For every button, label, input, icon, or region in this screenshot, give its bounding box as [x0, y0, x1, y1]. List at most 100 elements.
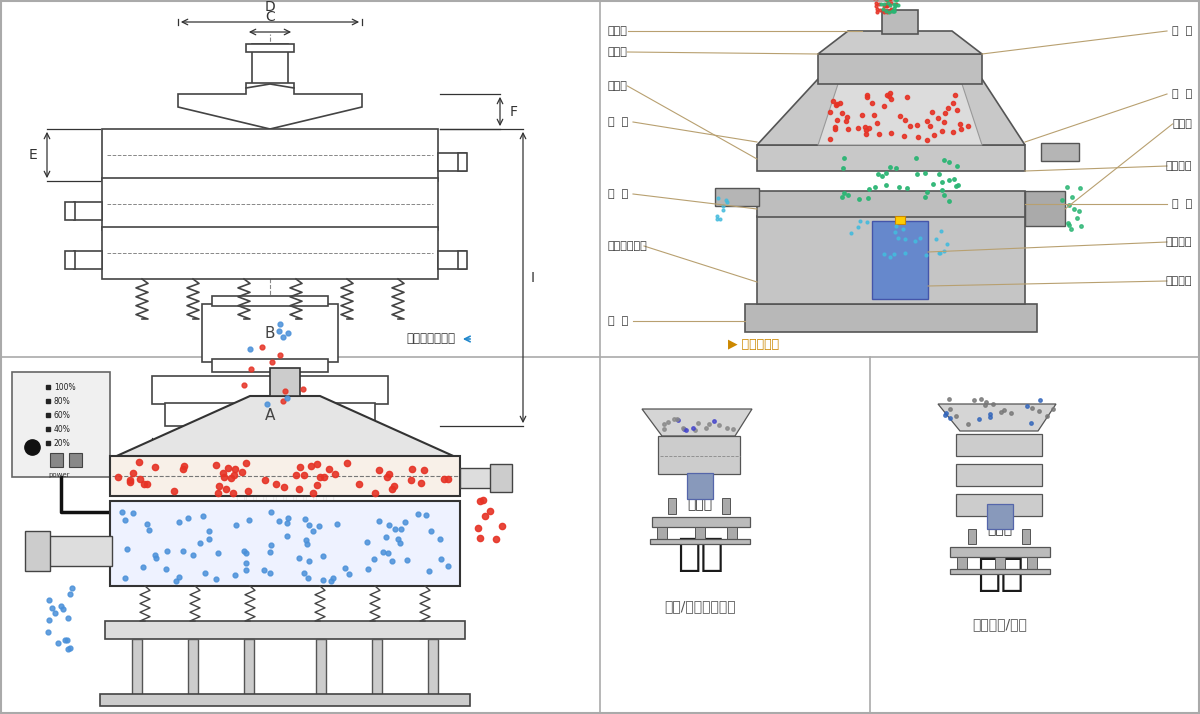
Text: 颗粒/粉末准确分级: 颗粒/粉末准确分级 [664, 599, 736, 613]
Bar [106, 621, 466, 639]
Bar [110, 456, 460, 496]
Text: 超声波振动筛筛分原理: 超声波振动筛筛分原理 [235, 490, 335, 508]
Bar [872, 221, 928, 299]
Bar [270, 368, 300, 396]
Text: 进料口: 进料口 [608, 26, 628, 36]
Bar [956, 464, 1042, 486]
Bar [715, 188, 760, 206]
Bar [428, 639, 438, 696]
Text: 出料口: 出料口 [608, 81, 628, 91]
Bar [727, 527, 737, 542]
Bar [956, 494, 1042, 516]
Bar [246, 83, 294, 88]
Text: 上部重锤: 上部重锤 [1165, 161, 1192, 171]
Bar [316, 639, 326, 696]
Bar [757, 216, 1025, 304]
Text: 80%: 80% [54, 396, 71, 406]
Text: 加重块: 加重块 [1172, 119, 1192, 129]
Bar [958, 557, 967, 572]
Bar [102, 178, 438, 230]
Bar [1042, 143, 1079, 161]
Text: power: power [48, 472, 70, 478]
Bar [818, 54, 982, 84]
Bar [65, 251, 74, 269]
Polygon shape [818, 84, 982, 145]
Text: 弹  簧: 弹 簧 [608, 189, 629, 199]
Bar [460, 468, 498, 488]
Text: H: H [206, 452, 216, 466]
Text: D: D [265, 0, 275, 14]
Bar [246, 44, 294, 52]
Bar [102, 227, 438, 279]
Text: 机  座: 机 座 [608, 316, 629, 326]
Bar [658, 527, 667, 542]
Bar [757, 145, 1025, 171]
Polygon shape [642, 409, 752, 436]
Bar [458, 251, 467, 269]
Bar [212, 296, 328, 306]
Bar [102, 129, 438, 181]
Bar [212, 359, 328, 372]
Text: 运输固定螺栓: 运输固定螺栓 [608, 241, 648, 251]
Bar [668, 498, 676, 514]
Bar [686, 473, 713, 499]
Bar [244, 639, 254, 696]
Bar [12, 372, 110, 477]
Bar [438, 251, 466, 269]
Bar [166, 403, 374, 426]
Text: 100%: 100% [54, 383, 76, 391]
Bar [995, 557, 1006, 572]
Bar [950, 569, 1050, 574]
Text: 筛  网: 筛 网 [1171, 26, 1192, 36]
Text: 防尘盖: 防尘盖 [608, 47, 628, 57]
Text: C: C [265, 10, 275, 24]
Text: 外形尺寸示意图: 外形尺寸示意图 [406, 333, 455, 346]
Text: 筛  盘: 筛 盘 [1171, 199, 1192, 209]
Text: 20%: 20% [54, 438, 71, 448]
Text: 束  环: 束 环 [608, 117, 629, 127]
Bar [490, 464, 512, 492]
Text: 分级: 分级 [677, 535, 724, 573]
Text: 60%: 60% [54, 411, 71, 420]
Bar [458, 153, 467, 171]
Bar [188, 639, 198, 696]
Bar [968, 529, 976, 544]
Text: 三层式: 三层式 [988, 522, 1013, 536]
Bar [132, 639, 142, 696]
Bar [658, 436, 740, 474]
Text: 网  架: 网 架 [1171, 89, 1192, 99]
Bar [25, 531, 50, 571]
Bar [47, 536, 112, 566]
Text: 去除异物/结块: 去除异物/结块 [972, 617, 1027, 631]
Bar [50, 453, 64, 467]
Bar [202, 304, 338, 362]
Bar [372, 639, 382, 696]
Text: E: E [29, 148, 37, 162]
Text: 下部重锤: 下部重锤 [1165, 276, 1192, 286]
Bar [722, 498, 730, 514]
Polygon shape [757, 79, 1025, 145]
Polygon shape [938, 404, 1056, 431]
Bar [695, 527, 706, 542]
Bar [882, 10, 918, 34]
Bar [652, 517, 750, 527]
Bar [1025, 191, 1066, 226]
Bar [986, 504, 1013, 529]
Bar [65, 202, 74, 220]
Text: 单层式: 单层式 [688, 497, 713, 511]
Bar [100, 694, 470, 706]
Text: 过滤: 过滤 [977, 555, 1024, 593]
Text: 40%: 40% [54, 425, 71, 433]
Bar [110, 501, 460, 586]
Bar [74, 202, 102, 220]
Bar [1022, 529, 1030, 544]
Bar [74, 251, 102, 269]
Polygon shape [110, 396, 460, 459]
Text: F: F [510, 105, 518, 119]
Text: I: I [530, 271, 535, 285]
Bar [152, 376, 388, 404]
Bar [956, 434, 1042, 456]
Bar [895, 216, 905, 224]
Bar [70, 453, 82, 467]
Bar [1027, 557, 1037, 572]
